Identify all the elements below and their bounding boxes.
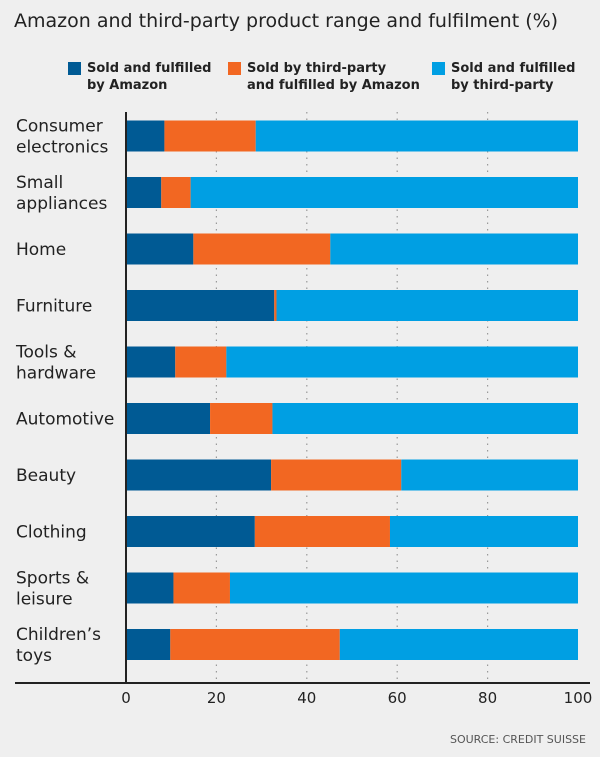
chart-title: Amazon and third-party product range and… xyxy=(14,10,559,32)
bar-segment xyxy=(274,290,277,321)
bar-segment xyxy=(164,120,256,152)
legend-item-third-party: Sold and fulfilled by third-party xyxy=(432,60,575,94)
bar-segment xyxy=(339,629,578,660)
bar-segment xyxy=(170,629,340,660)
bar-segment xyxy=(173,572,230,604)
bar-segment xyxy=(126,177,162,208)
bar-segment xyxy=(126,403,211,434)
category-label: Small appliances xyxy=(16,173,107,214)
bar-segment xyxy=(330,233,578,265)
bar-segment xyxy=(401,459,578,491)
bar-segment xyxy=(175,346,227,378)
bar-segment xyxy=(126,572,174,604)
x-tick-label: 0 xyxy=(121,689,131,707)
bar-segment xyxy=(389,516,578,547)
bar-segment xyxy=(126,290,275,321)
category-label: Children’s toys xyxy=(16,625,101,666)
x-tick-label: 80 xyxy=(478,689,497,707)
bar-segment xyxy=(126,629,171,660)
category-label: Clothing xyxy=(16,523,87,543)
bar-segment xyxy=(255,120,578,152)
bar-segment xyxy=(190,177,579,208)
bar-segment xyxy=(254,516,390,547)
bar-segment xyxy=(271,459,402,491)
category-label: Beauty xyxy=(16,466,76,486)
legend-swatch xyxy=(432,62,445,75)
category-label: Home xyxy=(16,240,66,260)
category-label: Furniture xyxy=(16,297,92,317)
bar-segment xyxy=(126,120,165,152)
bar-segment xyxy=(193,233,331,265)
legend-swatch xyxy=(68,62,81,75)
legend-label: Sold and fulfilled by Amazon xyxy=(87,61,212,93)
bar-segment xyxy=(272,403,578,434)
legend-swatch xyxy=(228,62,241,75)
bar-segment xyxy=(229,572,578,604)
bar-segment xyxy=(276,290,578,321)
bar-segment xyxy=(126,516,255,547)
category-label: Sports & leisure xyxy=(16,569,89,610)
source-note: SOURCE: CREDIT SUISSE xyxy=(449,733,586,746)
category-label: Consumer electronics xyxy=(16,117,109,158)
legend-label: Sold by third-party and fulfilled by Ama… xyxy=(247,61,420,93)
bar-segment xyxy=(126,233,194,265)
x-tick-label: 20 xyxy=(207,689,226,707)
bar-segment xyxy=(226,346,578,378)
x-tick-label: 60 xyxy=(388,689,407,707)
bar-segment xyxy=(210,403,273,434)
legend-item-third-party-fba: Sold by third-party and fulfilled by Ama… xyxy=(228,60,420,94)
x-tick-label: 40 xyxy=(297,689,316,707)
legend-label: Sold and fulfilled by third-party xyxy=(451,61,576,93)
category-label: Tools & hardware xyxy=(15,343,96,384)
category-label: Automotive xyxy=(16,410,114,430)
x-tick-label: 100 xyxy=(564,689,593,707)
legend-item-amazon: Sold and fulfilled by Amazon xyxy=(68,60,211,94)
bar-segment xyxy=(161,177,191,208)
bar-segment xyxy=(126,459,272,491)
bar-segment xyxy=(126,346,176,378)
